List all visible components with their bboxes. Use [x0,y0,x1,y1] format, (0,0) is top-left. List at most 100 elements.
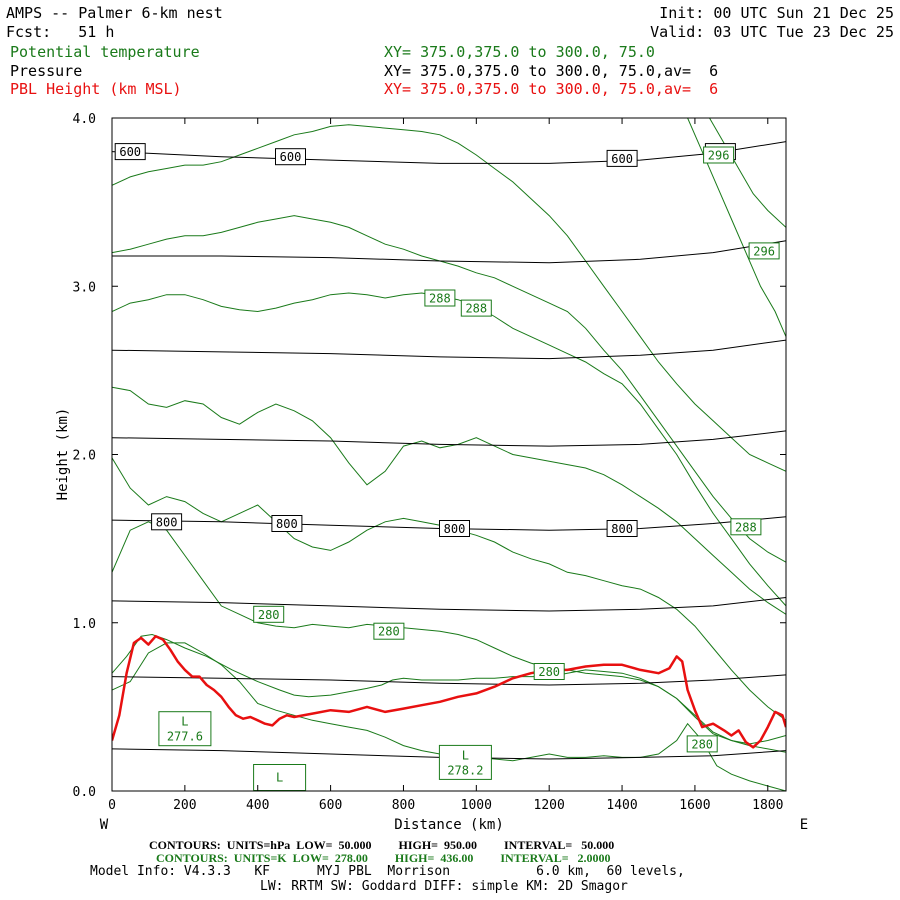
east-label: E [800,817,808,833]
low-annotation-box-0 [158,711,212,747]
theta-label-8-text: 280 [691,737,713,751]
theta-label-2-box [424,289,456,307]
pbl-height-line [112,634,786,749]
theta-label-6: 280 [373,622,405,640]
pressure-label-800-2: 800 [439,520,470,537]
pressure-label-800-1: 800 [271,515,303,532]
theta-contour-4 [112,386,786,615]
pressure-label-800-1-text: 800 [276,517,298,531]
x-tick-label-200: 200 [173,798,196,813]
theta-label-1: 296 [748,242,780,260]
pressure-contour-950 [112,748,786,760]
pressure-label-800-1-box [271,515,303,532]
theta-contour-7 [112,124,786,472]
theta-label-4: 288 [730,518,762,536]
pressure-label-600-1-box [275,148,306,166]
theta-contour-8 [687,118,786,337]
theta-label-3-box [460,299,492,317]
theta-label-6-text: 280 [378,625,400,639]
field-pbl-xy: XY= 375.0,375.0 to 300.0, 75.0,av= 6 [384,80,719,98]
theta-label-0: 296 [703,146,735,164]
theta-label-3-text: 288 [465,302,487,316]
theta-label-0-box [703,146,735,164]
valid-time: Valid: 03 UTC Tue 23 Dec 25 [650,23,894,41]
x-tick-label-0: 0 [108,798,116,813]
theta-label-7: 280 [533,663,565,680]
pressure-label-600-0: 600 [114,143,146,161]
pressure-label-800-3-text: 800 [611,522,633,536]
pressure-contour-700 [112,339,786,360]
pressure-label-600-1: 600 [275,148,306,166]
y-tick-label-4: 4.0 [73,112,96,127]
x-tick-label-1000: 1000 [461,798,492,813]
pressure-label-600-2: 600 [606,149,638,167]
forecast-hour: Fcst: 51 h [6,23,115,41]
x-tick-label-1200: 1200 [534,798,565,813]
field-pressure-xy: XY= 375.0,375.0 to 300.0, 75.0,av= 6 [384,62,719,80]
x-tick-label-600: 600 [319,798,342,813]
x-tick-label-800: 800 [392,798,415,813]
theta-label-5-box [253,605,285,623]
pressure-label-600-2-text: 600 [611,152,633,166]
pressure-contour-850 [112,597,786,612]
theta-label-1-box [748,242,780,260]
low-annotation-2: L [253,764,307,791]
pressure-contour-900 [112,674,786,686]
x-tick-label-400: 400 [246,798,269,813]
theta-contour-2 [112,521,786,753]
init-time: Init: 00 UTC Sun 21 Dec 25 [659,4,894,22]
theta-label-3: 288 [460,299,492,317]
contours-theta-info: CONTOURS: UNITS=K LOW= 278.00 HIGH= 436.… [156,851,611,865]
y-tick-label-2: 2.0 [73,449,96,464]
west-label: W [100,817,109,833]
pressure-label-800-0-box [151,513,183,531]
y-tick-label-0: 0.0 [73,785,96,800]
theta-contour-5 [112,292,786,607]
field-pbl-label: PBL Height (km MSL) [10,80,182,98]
theta-label-7-box [533,663,565,680]
theta-label-8-box [686,735,718,753]
pressure-label-800-0-text: 800 [156,515,178,529]
theta-label-2: 288 [424,289,456,307]
y-tick-label-1: 1.0 [73,617,96,632]
theta-label-5: 280 [253,605,285,623]
pressure-contour-750 [112,430,786,447]
field-theta-xy: XY= 375.0,375.0 to 300.0, 75.0 [384,43,655,61]
pressure-label-800-3-box [606,520,638,537]
pressure-label-600-0-text: 600 [119,145,141,159]
low-annotation-letter-0: L [181,715,188,729]
theta-label-0-text: 296 [708,149,730,163]
theta-label-8: 280 [686,735,718,753]
x-tick-label-1400: 1400 [606,798,637,813]
theta-label-5-text: 280 [258,608,280,622]
theta-label-6-box [373,622,405,640]
y-axis-title: Height (km) [55,408,71,501]
pressure-label-600-2-box [606,149,638,167]
x-tick-label-1600: 1600 [679,798,710,813]
field-pressure-label: Pressure [10,62,83,80]
pressure-label-800-3: 800 [606,520,638,537]
physics-info: LW: RRTM SW: Goddard DIFF: simple KM: 2D… [260,879,628,894]
low-annotation-value-1: 278.2 [447,763,483,777]
field-theta-label: Potential temperature [10,43,200,61]
y-tick-label-3: 3.0 [73,280,96,295]
pressure-label-800-0: 800 [151,513,183,531]
low-annotation-box-1 [438,744,492,780]
pressure-label-800-2-box [439,520,470,537]
theta-contour-6 [112,215,786,563]
model-info: Model Info: V4.3.3 KF MYJ PBL Morrison 6… [90,864,685,879]
pressure-contour-650 [112,240,786,264]
pressure-label-600-0-box [114,143,146,161]
pressure-label-600-1-text: 600 [280,150,302,164]
contours-pressure-info: CONTOURS: UNITS=hPa LOW= 50.000 HIGH= 95… [149,838,615,852]
chart-title: AMPS -- Palmer 6-km nest [6,4,223,22]
low-annotation-letter-2: L [276,771,283,785]
theta-label-7-text: 280 [538,665,560,679]
x-tick-label-1800: 1800 [752,798,783,813]
low-annotation-letter-1: L [462,748,469,762]
pressure-contour-800 [112,516,786,531]
pressure-label-800-2-text: 800 [444,522,466,536]
cross-section-chart: 600 600 600 600 800 800 800 800 296 296 288 288 288 2… [55,112,808,833]
